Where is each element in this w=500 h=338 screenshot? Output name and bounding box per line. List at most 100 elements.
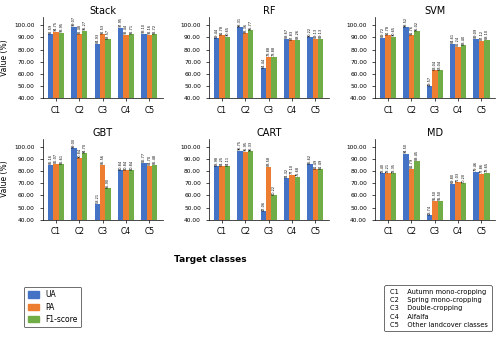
Bar	[54, 164, 59, 268]
Bar	[124, 34, 128, 146]
Bar	[48, 165, 54, 268]
Text: 86.07: 86.07	[54, 153, 58, 163]
Bar	[124, 170, 128, 268]
Text: 92.16: 92.16	[148, 24, 152, 34]
Bar	[152, 165, 158, 268]
Bar	[409, 169, 414, 268]
Bar	[272, 195, 277, 268]
Bar	[386, 35, 391, 146]
Bar	[48, 34, 54, 146]
Text: 70.20: 70.20	[462, 172, 466, 183]
Bar	[214, 38, 220, 146]
Text: 99.00: 99.00	[72, 138, 76, 148]
Bar	[474, 172, 479, 268]
Bar	[386, 173, 391, 268]
Text: 89.44: 89.44	[214, 27, 218, 38]
Bar	[225, 37, 230, 146]
Bar	[427, 87, 432, 146]
Bar	[474, 39, 479, 146]
Bar	[479, 174, 484, 268]
Bar	[290, 175, 295, 268]
Title: RF: RF	[262, 6, 275, 16]
Bar	[450, 184, 456, 268]
Text: 92.59: 92.59	[48, 24, 52, 34]
Text: 73.88: 73.88	[272, 46, 276, 56]
Bar	[312, 169, 318, 268]
Text: 94.70: 94.70	[82, 143, 86, 153]
Text: 77.10: 77.10	[290, 164, 294, 174]
Text: 74.32: 74.32	[284, 167, 288, 177]
Bar	[380, 173, 386, 268]
Text: 75.68: 75.68	[296, 166, 300, 176]
Text: 94.50: 94.50	[404, 143, 408, 153]
Bar	[220, 166, 225, 268]
Text: 69.80: 69.80	[451, 173, 455, 183]
Text: 91.78: 91.78	[220, 25, 224, 35]
Text: 88.10: 88.10	[485, 29, 489, 39]
Text: 92.48: 92.48	[78, 24, 82, 34]
Bar	[220, 35, 225, 146]
Bar	[404, 27, 409, 146]
Bar	[54, 32, 59, 146]
Text: 89.72: 89.72	[381, 27, 385, 37]
Text: 81.49: 81.49	[314, 159, 318, 169]
Text: 84.25: 84.25	[220, 155, 224, 166]
Text: 90.22: 90.22	[308, 26, 312, 37]
Bar	[146, 35, 152, 146]
Bar	[58, 33, 64, 146]
Text: 78.35: 78.35	[392, 163, 396, 173]
Text: Target classes: Target classes	[174, 255, 246, 264]
Bar	[266, 57, 272, 146]
Text: 89.13: 89.13	[314, 28, 318, 38]
Text: 43.74: 43.74	[428, 204, 432, 215]
Text: 88.67: 88.67	[284, 28, 288, 39]
Bar	[479, 41, 484, 146]
Bar	[266, 167, 272, 268]
Text: 80.84: 80.84	[130, 160, 134, 170]
Text: 90.84: 90.84	[78, 147, 82, 158]
Bar	[391, 37, 396, 146]
Bar	[318, 169, 324, 268]
Bar	[456, 47, 461, 146]
Text: 91.76: 91.76	[410, 25, 414, 35]
Bar	[118, 28, 124, 146]
Bar	[152, 34, 158, 146]
Text: 82.24: 82.24	[456, 36, 460, 46]
Text: 49.57: 49.57	[428, 76, 432, 86]
Text: 83.58: 83.58	[267, 156, 271, 166]
Bar	[94, 204, 100, 268]
Title: CART: CART	[256, 128, 281, 138]
Text: 95.02: 95.02	[415, 21, 419, 31]
Text: 98.52: 98.52	[404, 17, 408, 27]
Text: 77.86: 77.86	[480, 163, 484, 173]
Bar	[82, 153, 87, 268]
Bar	[242, 33, 248, 146]
Bar	[58, 165, 64, 268]
Bar	[284, 178, 290, 268]
Bar	[414, 161, 420, 268]
Text: 95.95: 95.95	[244, 141, 248, 151]
Bar	[380, 38, 386, 146]
Bar	[272, 57, 277, 146]
Text: 64.44: 64.44	[262, 58, 266, 68]
Bar	[76, 34, 82, 146]
Text: 83.40: 83.40	[462, 35, 466, 45]
Text: 78.40: 78.40	[381, 163, 385, 173]
Bar	[146, 166, 152, 268]
Bar	[242, 152, 248, 268]
Bar	[484, 173, 490, 268]
Bar	[72, 148, 76, 268]
Text: 81.49: 81.49	[319, 159, 323, 169]
Text: 84.93: 84.93	[96, 33, 100, 43]
Text: 53.21: 53.21	[96, 193, 100, 203]
Bar	[438, 70, 443, 146]
Text: 80.84: 80.84	[124, 160, 128, 170]
Bar	[284, 39, 290, 146]
Legend: UA, PA, F1-score: UA, PA, F1-score	[24, 287, 82, 328]
Title: GBT: GBT	[92, 128, 112, 138]
Text: 88.26: 88.26	[296, 29, 300, 39]
Text: 95.77: 95.77	[249, 20, 253, 30]
Text: 92.72: 92.72	[152, 23, 156, 33]
Text: 63.04: 63.04	[433, 59, 437, 70]
Text: 55.50: 55.50	[433, 190, 437, 200]
